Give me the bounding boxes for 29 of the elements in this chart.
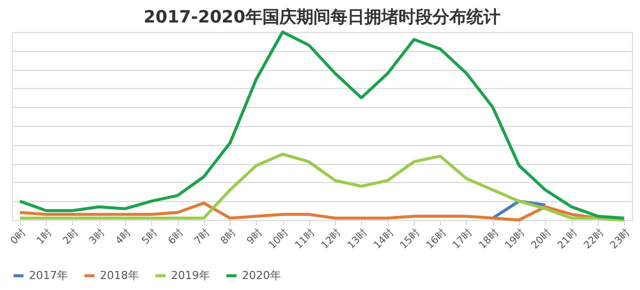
x-tick-label: 12时 xyxy=(318,226,344,252)
x-tick-label: 22时 xyxy=(582,226,606,252)
x-tick-label: 6时 xyxy=(166,226,186,247)
x-tick-label: 5时 xyxy=(139,226,160,247)
x-tick-label: 10时 xyxy=(266,226,291,252)
chart-title: 2017-2020年国庆期间每日拥堵时段分布统计 xyxy=(144,8,500,28)
x-tick-label: 0时 xyxy=(8,226,28,247)
legend-label: 2020年 xyxy=(242,268,281,282)
x-tick-label: 9时 xyxy=(244,226,265,247)
x-tick-label: 14时 xyxy=(371,226,396,252)
x-tick-label: 2时 xyxy=(60,226,81,247)
x-tick-label: 18时 xyxy=(476,226,502,252)
x-tick-label: 23时 xyxy=(608,226,632,252)
x-tick-label: 21时 xyxy=(555,226,580,252)
x-tick-label: 16时 xyxy=(424,226,448,252)
x-tick-label: 11时 xyxy=(292,226,318,252)
legend-label: 2018年 xyxy=(100,268,139,282)
x-tick-label: 3时 xyxy=(86,226,107,247)
x-tick-label: 17时 xyxy=(450,226,475,252)
x-tick-label: 7时 xyxy=(192,226,212,247)
x-tick-label: 15时 xyxy=(398,226,422,252)
x-tick-label: 20时 xyxy=(529,226,554,252)
legend-label: 2019年 xyxy=(171,268,210,282)
x-tick-label: 19时 xyxy=(502,226,528,252)
x-tick-label: 1时 xyxy=(34,226,54,247)
legend-label: 2017年 xyxy=(29,268,68,282)
x-tick-label: 8时 xyxy=(218,226,238,247)
x-tick-label: 4时 xyxy=(113,226,134,247)
x-tick-label: 13时 xyxy=(345,226,370,252)
